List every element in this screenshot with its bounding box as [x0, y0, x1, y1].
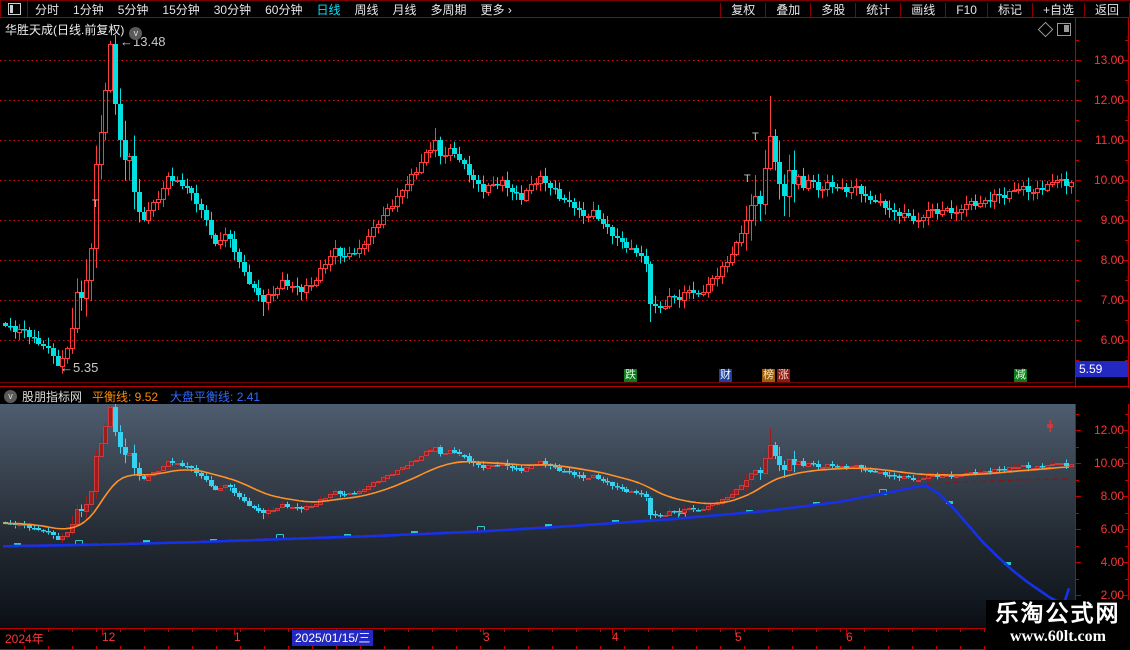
event-badge[interactable]: 减	[1014, 369, 1027, 382]
main-y-axis-label: 11.00	[1094, 133, 1124, 147]
top-toolbar: 分时 1分钟 5分钟 15分钟 30分钟 60分钟 日线 周线 月线 多周期 更多 › 复权 叠加 多股…	[0, 0, 1130, 18]
chart-corner-icons	[1037, 21, 1071, 38]
x-axis-label: 6	[846, 630, 853, 644]
toolbar-right-group: 复权 叠加 多股 统计 画线 F10 标记 +自选 返回	[720, 1, 1130, 18]
toolbar-button[interactable]: 统计	[855, 2, 901, 17]
x-axis-label: 5	[735, 630, 742, 644]
period-tab[interactable]: 多周期	[430, 2, 467, 17]
indicator-y-axis-label: 10.00	[1093, 456, 1124, 470]
period-tab[interactable]: 30分钟	[213, 2, 252, 17]
dividend-t-marker: T	[92, 198, 99, 210]
main-y-axis-label: 8.00	[1100, 253, 1124, 267]
dividend-t-marker: T	[752, 131, 759, 143]
x-axis-label: 1	[234, 630, 241, 644]
market-balance-line-value: 大盘平衡线: 2.41	[170, 389, 261, 404]
panel-separator-line	[0, 386, 1130, 387]
main-y-axis-label: 7.00	[1100, 293, 1124, 307]
watermark: 乐淘公式网 www.60lt.com	[986, 600, 1130, 650]
indicator-y-axis-label: 2.00	[1100, 588, 1124, 602]
diamond-icon[interactable]	[1037, 21, 1054, 38]
watermark-url: www.60lt.com	[1010, 628, 1106, 645]
split-pane-icon[interactable]	[1057, 23, 1071, 36]
period-tab[interactable]: 月线	[392, 2, 417, 17]
period-tab[interactable]: 1分钟	[73, 2, 104, 17]
indicator-y-axis-label: 6.00	[1100, 522, 1124, 536]
indicator-y-axis-label: 12.00	[1093, 423, 1124, 437]
period-tab[interactable]: 60分钟	[265, 2, 303, 17]
balance-line-value: 平衡线: 9.52	[92, 389, 159, 404]
toolbar-button[interactable]: F10	[945, 2, 987, 17]
toolbar-button[interactable]: 返回	[1083, 2, 1130, 17]
main-y-axis-label: 12.00	[1093, 93, 1124, 107]
toolbar-button[interactable]: 多股	[810, 2, 856, 17]
main-y-axis-label: 9.00	[1100, 213, 1124, 227]
low-price-label: ←5.35	[60, 360, 99, 375]
x-axis-label: 12	[102, 630, 116, 644]
indicator-source: 股朋指标网	[22, 389, 83, 404]
period-tab[interactable]: 分时	[35, 2, 60, 17]
period-tabs: 分时 1分钟 5分钟 15分钟 30分钟 60分钟 日线 周线 月线 多周期 更多 ›	[28, 1, 519, 18]
chevron-down-icon[interactable]: v	[129, 27, 143, 40]
toolbar-button[interactable]: +自选	[1031, 2, 1084, 17]
indicator-y-axis-label: 4.00	[1100, 555, 1124, 569]
toolbar-button[interactable]: 叠加	[765, 2, 811, 17]
period-tab[interactable]: 5分钟	[117, 2, 149, 17]
selected-date-label[interactable]: 2025/01/15/三	[292, 630, 374, 646]
indicator-panel-chart[interactable]	[0, 404, 1130, 628]
event-badge[interactable]: 榜	[762, 369, 775, 382]
x-axis-label: 2024年	[5, 632, 44, 646]
layout-icon[interactable]	[0, 1, 28, 17]
chart-title-bar: 华胜天成(日线.前复权) v	[5, 21, 143, 40]
event-badge[interactable]: 跌	[624, 369, 637, 382]
dividend-t-marker: T	[744, 173, 751, 185]
x-axis-label: 4	[612, 630, 619, 644]
watermark-site-name: 乐淘公式网	[995, 600, 1121, 626]
main-y-axis-label: 6.00	[1100, 333, 1124, 347]
main-y-axis-label: 10.00	[1093, 173, 1124, 187]
toolbar-button[interactable]: 标记	[986, 2, 1032, 17]
toolbar-button[interactable]: 画线	[900, 2, 946, 17]
toolbar-button[interactable]: 复权	[720, 2, 766, 17]
period-tab[interactable]: 周线	[354, 2, 379, 17]
date-axis	[0, 628, 1130, 650]
period-tab[interactable]: 更多 ›	[480, 2, 512, 17]
main-candlestick-chart[interactable]	[0, 18, 1130, 388]
indicator-y-axis-label: 8.00	[1100, 489, 1124, 503]
current-price-badge: 5.59	[1076, 361, 1128, 377]
period-tab[interactable]: 15分钟	[162, 2, 200, 17]
event-badge[interactable]: 财	[719, 369, 732, 382]
event-badge[interactable]: 涨	[777, 369, 790, 382]
stock-title: 华胜天成(日线.前复权)	[5, 23, 125, 37]
x-axis-label: 3	[483, 630, 490, 644]
period-tab[interactable]: 日线	[316, 2, 341, 17]
chevron-down-icon[interactable]: v	[4, 389, 17, 403]
main-y-axis-label: 13.00	[1093, 53, 1124, 67]
indicator-header: v 股朋指标网 平衡线: 9.52 大盘平衡线: 2.41	[0, 388, 1130, 404]
